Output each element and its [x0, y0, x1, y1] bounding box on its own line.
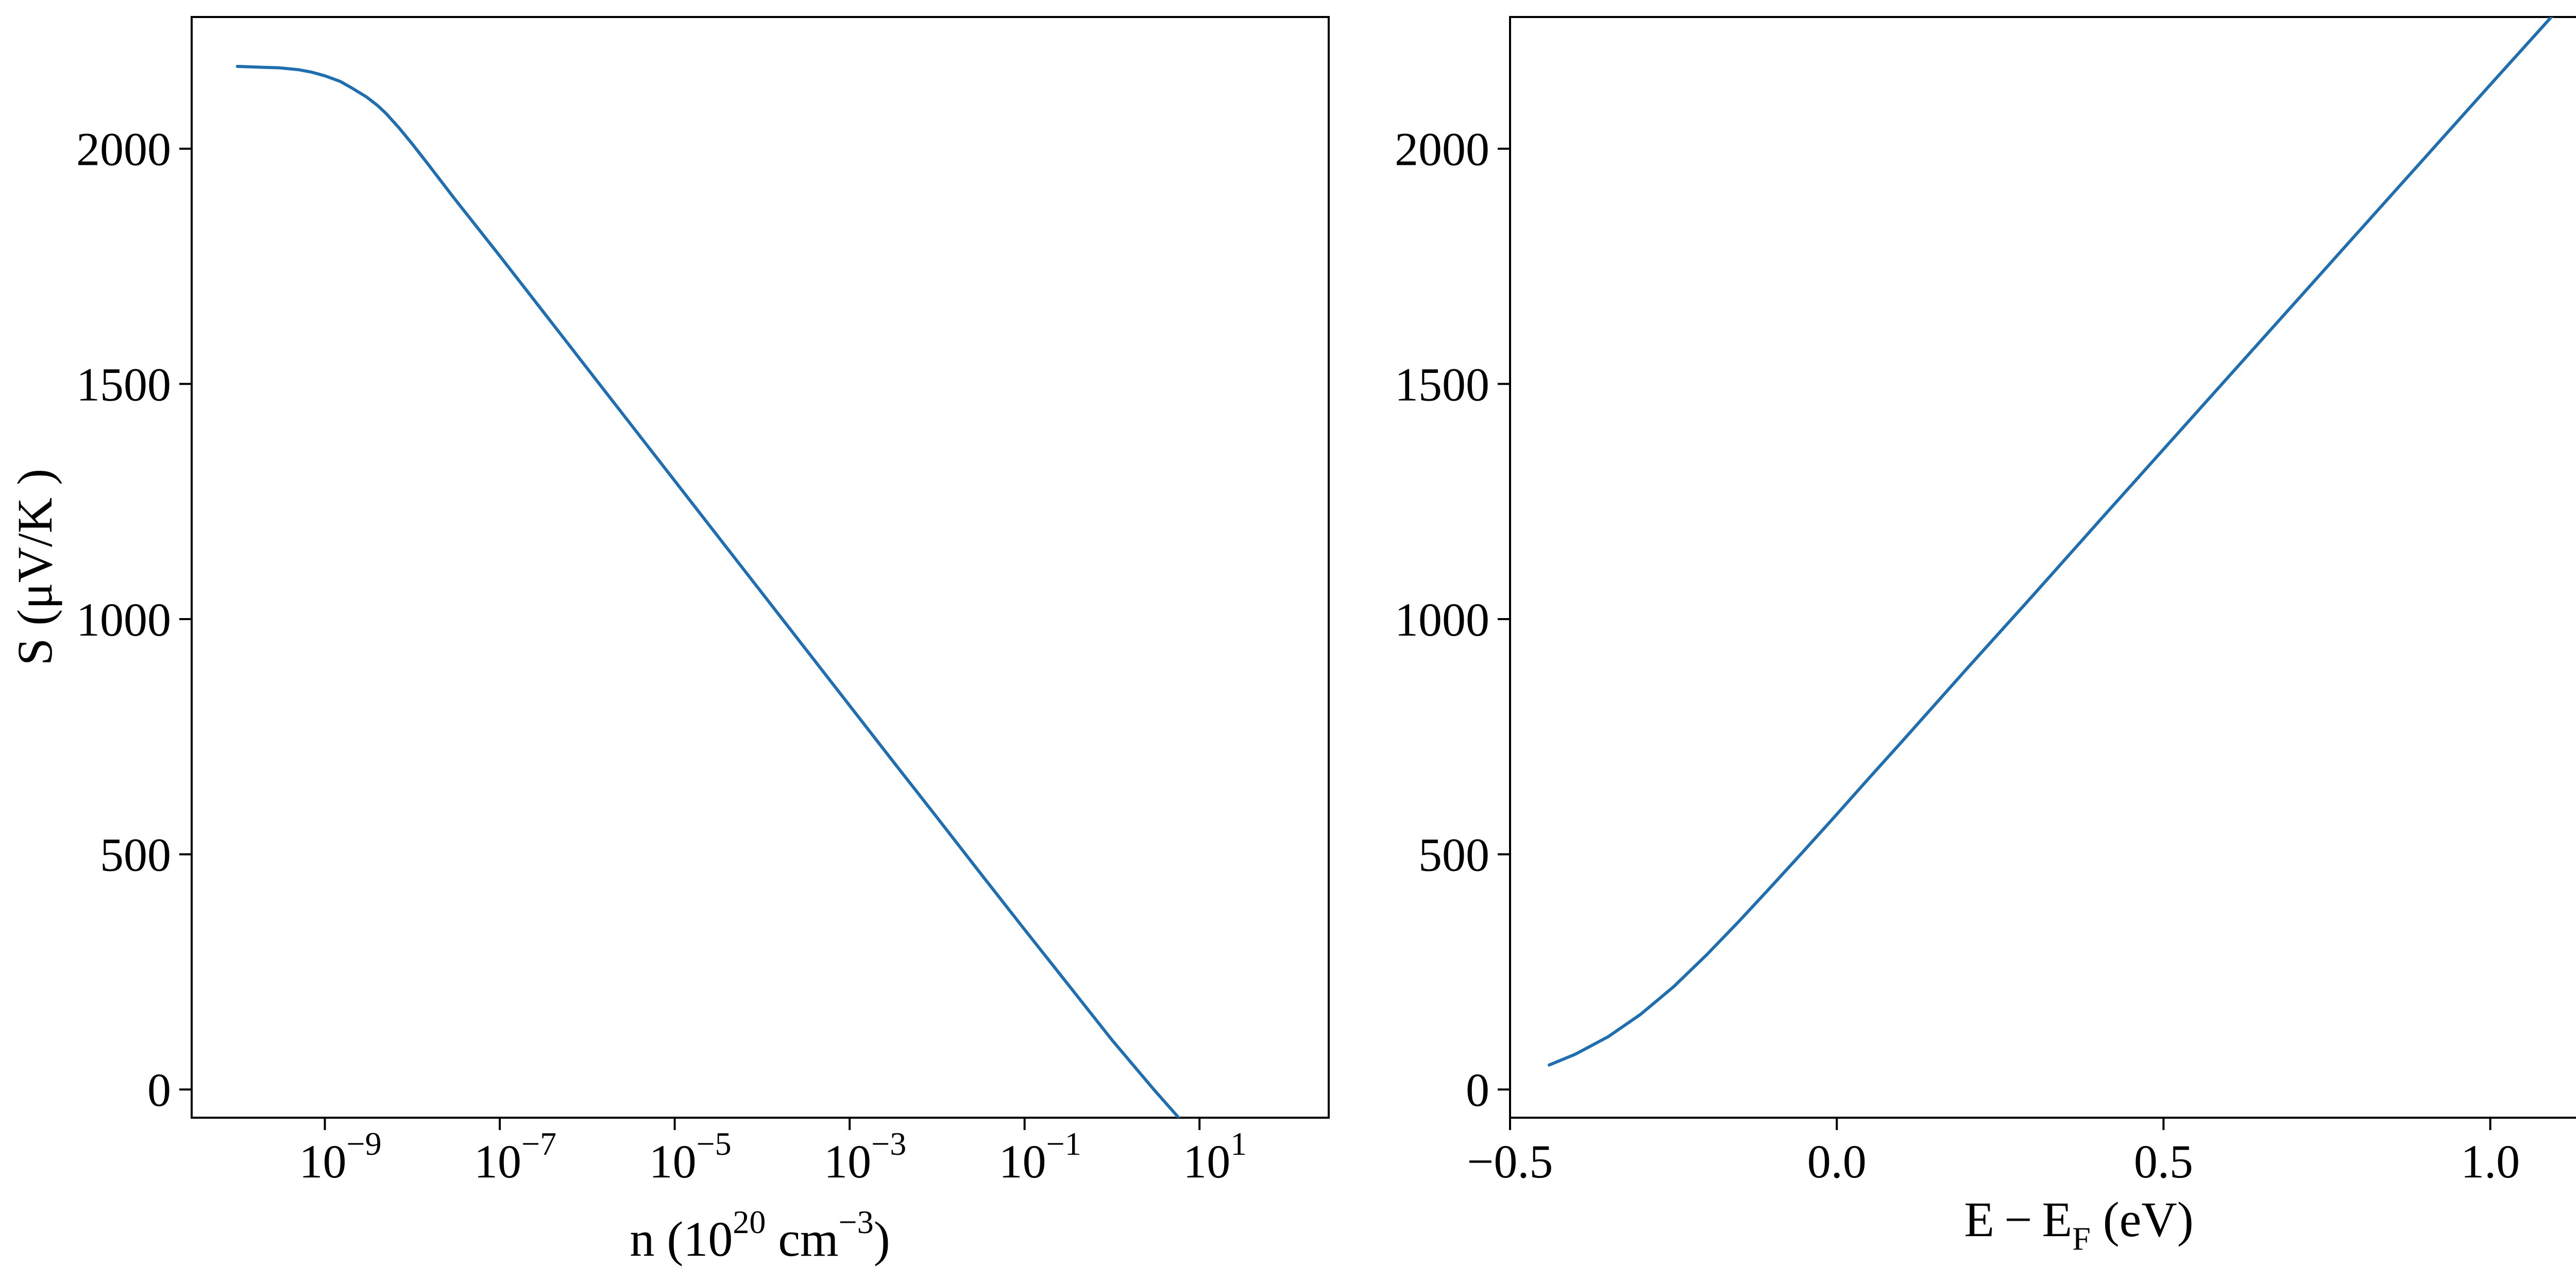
x-tick-label: 10−1 [999, 1125, 1081, 1188]
x-tick-label: 10−7 [474, 1125, 556, 1188]
x-axis-label-left: n (1020 cm−3) [630, 1204, 890, 1267]
x-tick-label: −0.5 [1467, 1135, 1553, 1188]
y-tick-label: 1500 [76, 358, 171, 411]
x-axis-label-left-suffix: ) [874, 1211, 890, 1267]
y-tick-label: 1000 [1395, 593, 1489, 646]
x-axis-label-right-sub: F [2072, 1220, 2091, 1257]
x-axis-label-left-mid: cm [766, 1211, 838, 1267]
y-axis-label-left: S (μV/K ) [7, 469, 62, 665]
x-tick-label: 0.5 [2134, 1135, 2193, 1188]
x-ticks-left: 10−9 10−7 10−5 10−3 10−1 101 [299, 1118, 1247, 1188]
chart-right: 0 500 1000 1500 2000 −0.5 0.0 0.5 1.0 E − EF (e… [1395, 16, 2576, 1257]
x-axis-label-left-prefix: n (10 [630, 1211, 733, 1267]
chart-left: 0 500 1000 1500 2000 10−9 10−7 10−5 10−3 10−1 101… [7, 16, 1330, 1267]
x-axis-label-right-prefix: E − E [1964, 1192, 2072, 1247]
y-tick-label: 500 [1418, 829, 1489, 881]
y-tick-label: 2000 [1395, 123, 1489, 176]
x-tick-label: 10−5 [649, 1125, 732, 1188]
y-tick-label: 0 [1466, 1064, 1489, 1116]
x-axis-label-right: E − EF (eV) [1964, 1192, 2193, 1257]
series-line-left [235, 64, 1181, 1118]
y-ticks-left: 0 500 1000 1500 2000 [76, 123, 192, 1116]
x-tick-label: 1.0 [2461, 1135, 2520, 1188]
x-tick-label: 10−9 [299, 1125, 381, 1188]
y-tick-label: 1000 [76, 593, 171, 646]
x-tick-label: 10−3 [824, 1125, 906, 1188]
plot-frame-left [191, 16, 1330, 1119]
y-tick-label: 2000 [76, 123, 171, 176]
x-tick-label: 0.0 [1807, 1135, 1867, 1188]
y-tick-label: 500 [100, 829, 171, 881]
x-axis-label-left-exp2: −3 [839, 1204, 874, 1240]
x-axis-label-left-exp1: 20 [733, 1204, 766, 1240]
x-ticks-right: −0.5 0.0 0.5 1.0 [1467, 1118, 2520, 1188]
x-tick-label: 101 [1183, 1125, 1247, 1188]
y-tick-label: 1500 [1395, 358, 1489, 411]
y-tick-label: 0 [147, 1064, 171, 1116]
y-ticks-right: 0 500 1000 1500 2000 [1395, 123, 1510, 1116]
x-axis-label-right-suffix: (eV) [2091, 1192, 2194, 1247]
plot-frame-right [1509, 16, 2576, 1119]
series-line-right [1548, 17, 2554, 1067]
